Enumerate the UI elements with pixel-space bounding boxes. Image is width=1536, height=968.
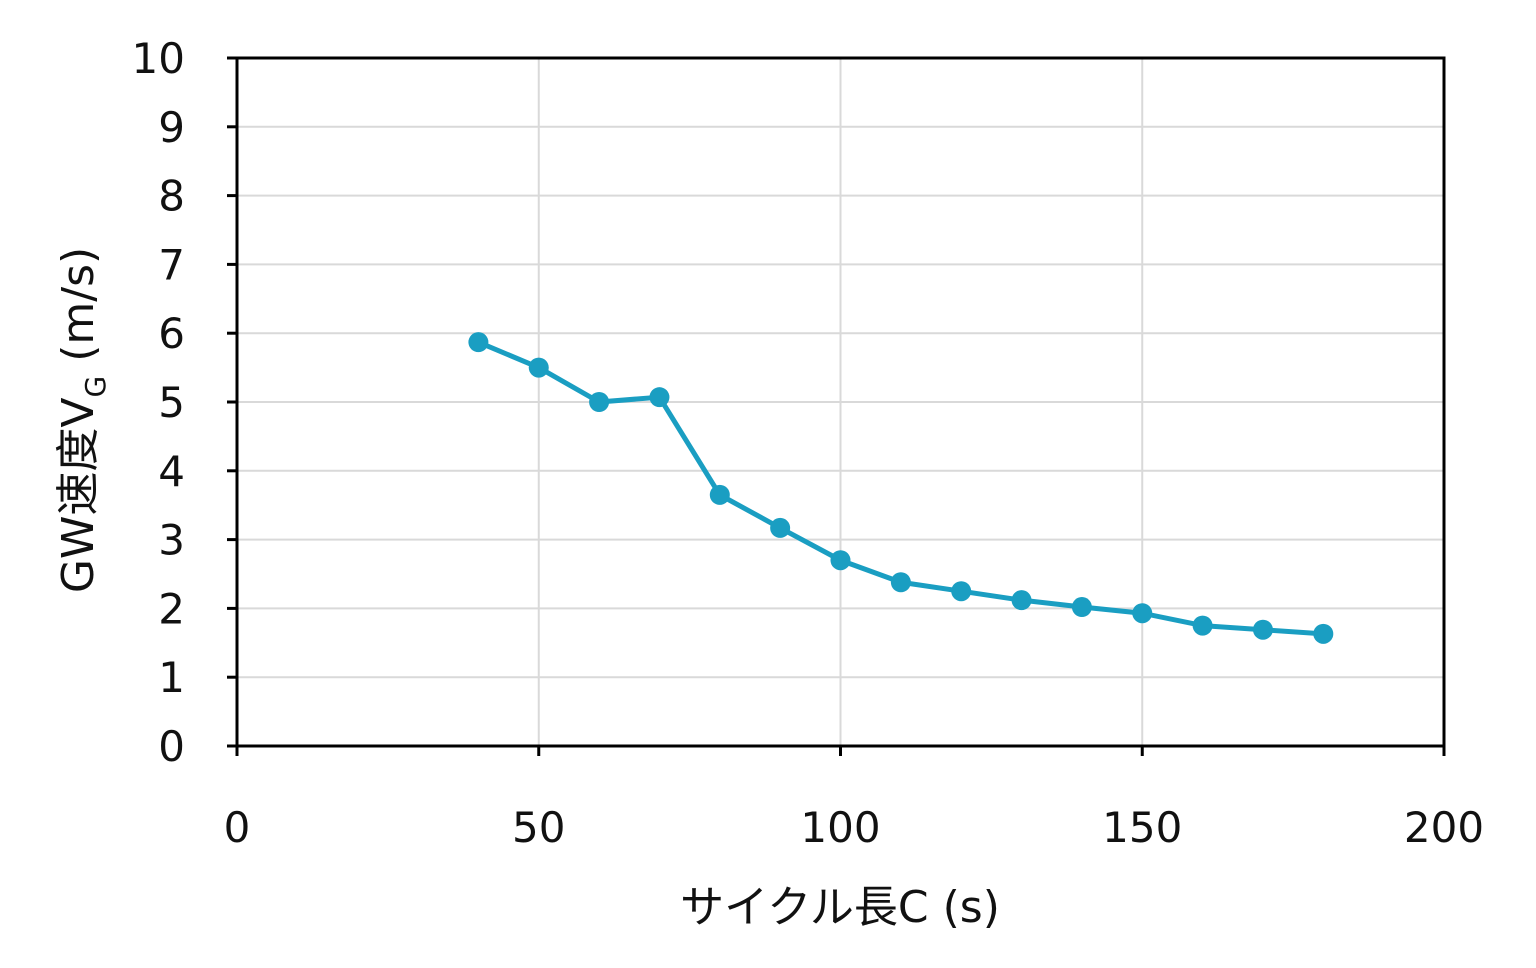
data-point — [951, 581, 972, 602]
data-point — [649, 387, 670, 408]
x-tick-label: 150 — [1102, 803, 1182, 852]
x-tick-label: 100 — [800, 803, 880, 852]
y-tick-label: 3 — [158, 516, 185, 565]
y-tick-label: 9 — [158, 103, 185, 152]
data-point — [709, 484, 730, 505]
x-axis-title: サイクル長C (s) — [680, 882, 1000, 933]
y-tick-label: 5 — [158, 378, 185, 427]
y-tick-label: 8 — [158, 172, 185, 221]
y-tick-label: 0 — [158, 722, 185, 771]
x-tick-label: 50 — [512, 803, 565, 852]
y-axis-title-unit: (m/s) — [53, 247, 104, 376]
data-point — [830, 550, 851, 571]
y-tick-label: 4 — [158, 447, 185, 496]
data-point — [1132, 603, 1153, 624]
data-point — [1071, 597, 1092, 618]
y-tick-label: 10 — [132, 34, 185, 83]
x-tick-label: 200 — [1404, 803, 1484, 852]
y-tick-label: 7 — [158, 240, 185, 289]
grid-lines — [237, 58, 1444, 746]
data-point — [1192, 615, 1213, 636]
data-point — [528, 357, 549, 378]
data-point — [1011, 590, 1032, 611]
data-point — [1313, 623, 1334, 644]
y-tick-label: 6 — [158, 309, 185, 358]
y-axis-title: GW速度VG (m/s) — [53, 247, 112, 593]
y-tick-label: 2 — [158, 584, 185, 633]
y-tick-label: 1 — [158, 653, 185, 702]
data-point — [468, 332, 489, 353]
data-point — [770, 517, 791, 538]
data-point — [1252, 619, 1273, 640]
data-point — [589, 392, 610, 412]
axis-ticks — [227, 56, 1446, 756]
x-tick-label: 0 — [224, 803, 251, 852]
data-point — [890, 572, 911, 593]
series-layer — [468, 332, 1334, 644]
y-axis-title-subscript: G — [79, 376, 112, 398]
y-axis-title-main: GW速度V — [53, 397, 104, 593]
